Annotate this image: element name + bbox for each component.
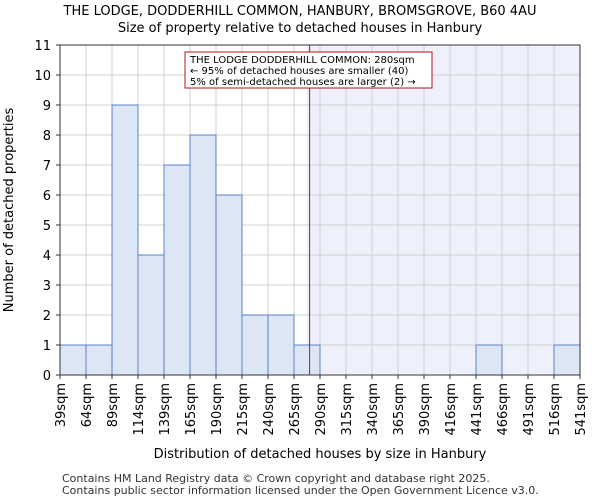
bar-441sqm <box>475 344 503 376</box>
bar-89sqm <box>111 104 139 376</box>
bar-265sqm <box>293 344 321 376</box>
x-tick-label: 390sqm <box>418 383 433 436</box>
x-tick-label: 491sqm <box>522 383 537 436</box>
x-tick-label: 190sqm <box>210 383 225 436</box>
bar-165sqm <box>189 134 217 376</box>
bar-139sqm <box>163 164 191 376</box>
y-tick-label: 1 <box>43 339 51 354</box>
y-tick-label: 3 <box>43 279 51 294</box>
footer-copyright: Contains HM Land Registry data © Crown c… <box>62 472 490 485</box>
bar-516sqm <box>553 344 581 376</box>
bar-114sqm <box>137 254 165 376</box>
y-tick-label: 11 <box>34 39 51 54</box>
x-tick-label: 64sqm <box>80 383 95 427</box>
x-tick-label: 340sqm <box>366 383 381 436</box>
y-tick-label: 8 <box>43 129 51 144</box>
annotation-line: THE LODGE DODDERHILL COMMON: 280sqm <box>189 55 415 66</box>
x-tick-label: 39sqm <box>54 383 69 427</box>
footer-licence: Contains public sector information licen… <box>62 484 539 497</box>
bar-39sqm <box>59 344 87 376</box>
y-tick-label: 2 <box>43 309 51 324</box>
x-tick-label: 416sqm <box>444 383 459 436</box>
chart-title: THE LODGE, DODDERHILL COMMON, HANBURY, B… <box>63 4 537 19</box>
x-tick-label: 290sqm <box>314 383 329 436</box>
x-tick-label: 165sqm <box>184 383 199 436</box>
bar-64sqm <box>85 344 113 376</box>
x-tick-label: 441sqm <box>470 383 485 436</box>
y-tick-label: 6 <box>43 189 51 204</box>
y-axis-label: Number of detached properties <box>2 108 17 313</box>
x-tick-label: 89sqm <box>106 383 121 427</box>
x-tick-label: 265sqm <box>288 383 303 436</box>
larger-houses-region <box>307 45 580 375</box>
annotation-box <box>184 51 433 89</box>
x-tick-label: 466sqm <box>496 383 511 436</box>
x-axis-label: Distribution of detached houses by size … <box>154 447 487 462</box>
annotation-line: ← 95% of detached houses are smaller (40… <box>190 66 408 77</box>
property-annotation: THE LODGE DODDERHILL COMMON: 280sqm← 95%… <box>184 51 433 89</box>
bar-190sqm <box>215 194 243 376</box>
chart-subtitle: Size of property relative to detached ho… <box>118 21 483 36</box>
bar-240sqm <box>267 314 295 376</box>
x-tick-label: 365sqm <box>392 383 407 436</box>
y-tick-label: 7 <box>43 159 51 174</box>
x-tick-label: 516sqm <box>548 383 563 436</box>
x-tick-label: 215sqm <box>236 383 251 436</box>
x-tick-label: 139sqm <box>158 383 173 436</box>
x-tick-label: 541sqm <box>574 383 589 436</box>
y-tick-label: 10 <box>34 69 51 84</box>
x-tick-label: 240sqm <box>262 383 277 436</box>
x-tick-label: 114sqm <box>132 383 147 436</box>
annotation-line: 5% of semi-detached houses are larger (2… <box>190 77 416 88</box>
y-tick-label: 0 <box>43 369 51 384</box>
x-tick-label: 315sqm <box>340 383 355 436</box>
y-tick-label: 5 <box>43 219 51 234</box>
y-tick-label: 9 <box>43 99 51 114</box>
y-tick-label: 4 <box>43 249 51 264</box>
bar-215sqm <box>241 314 269 376</box>
